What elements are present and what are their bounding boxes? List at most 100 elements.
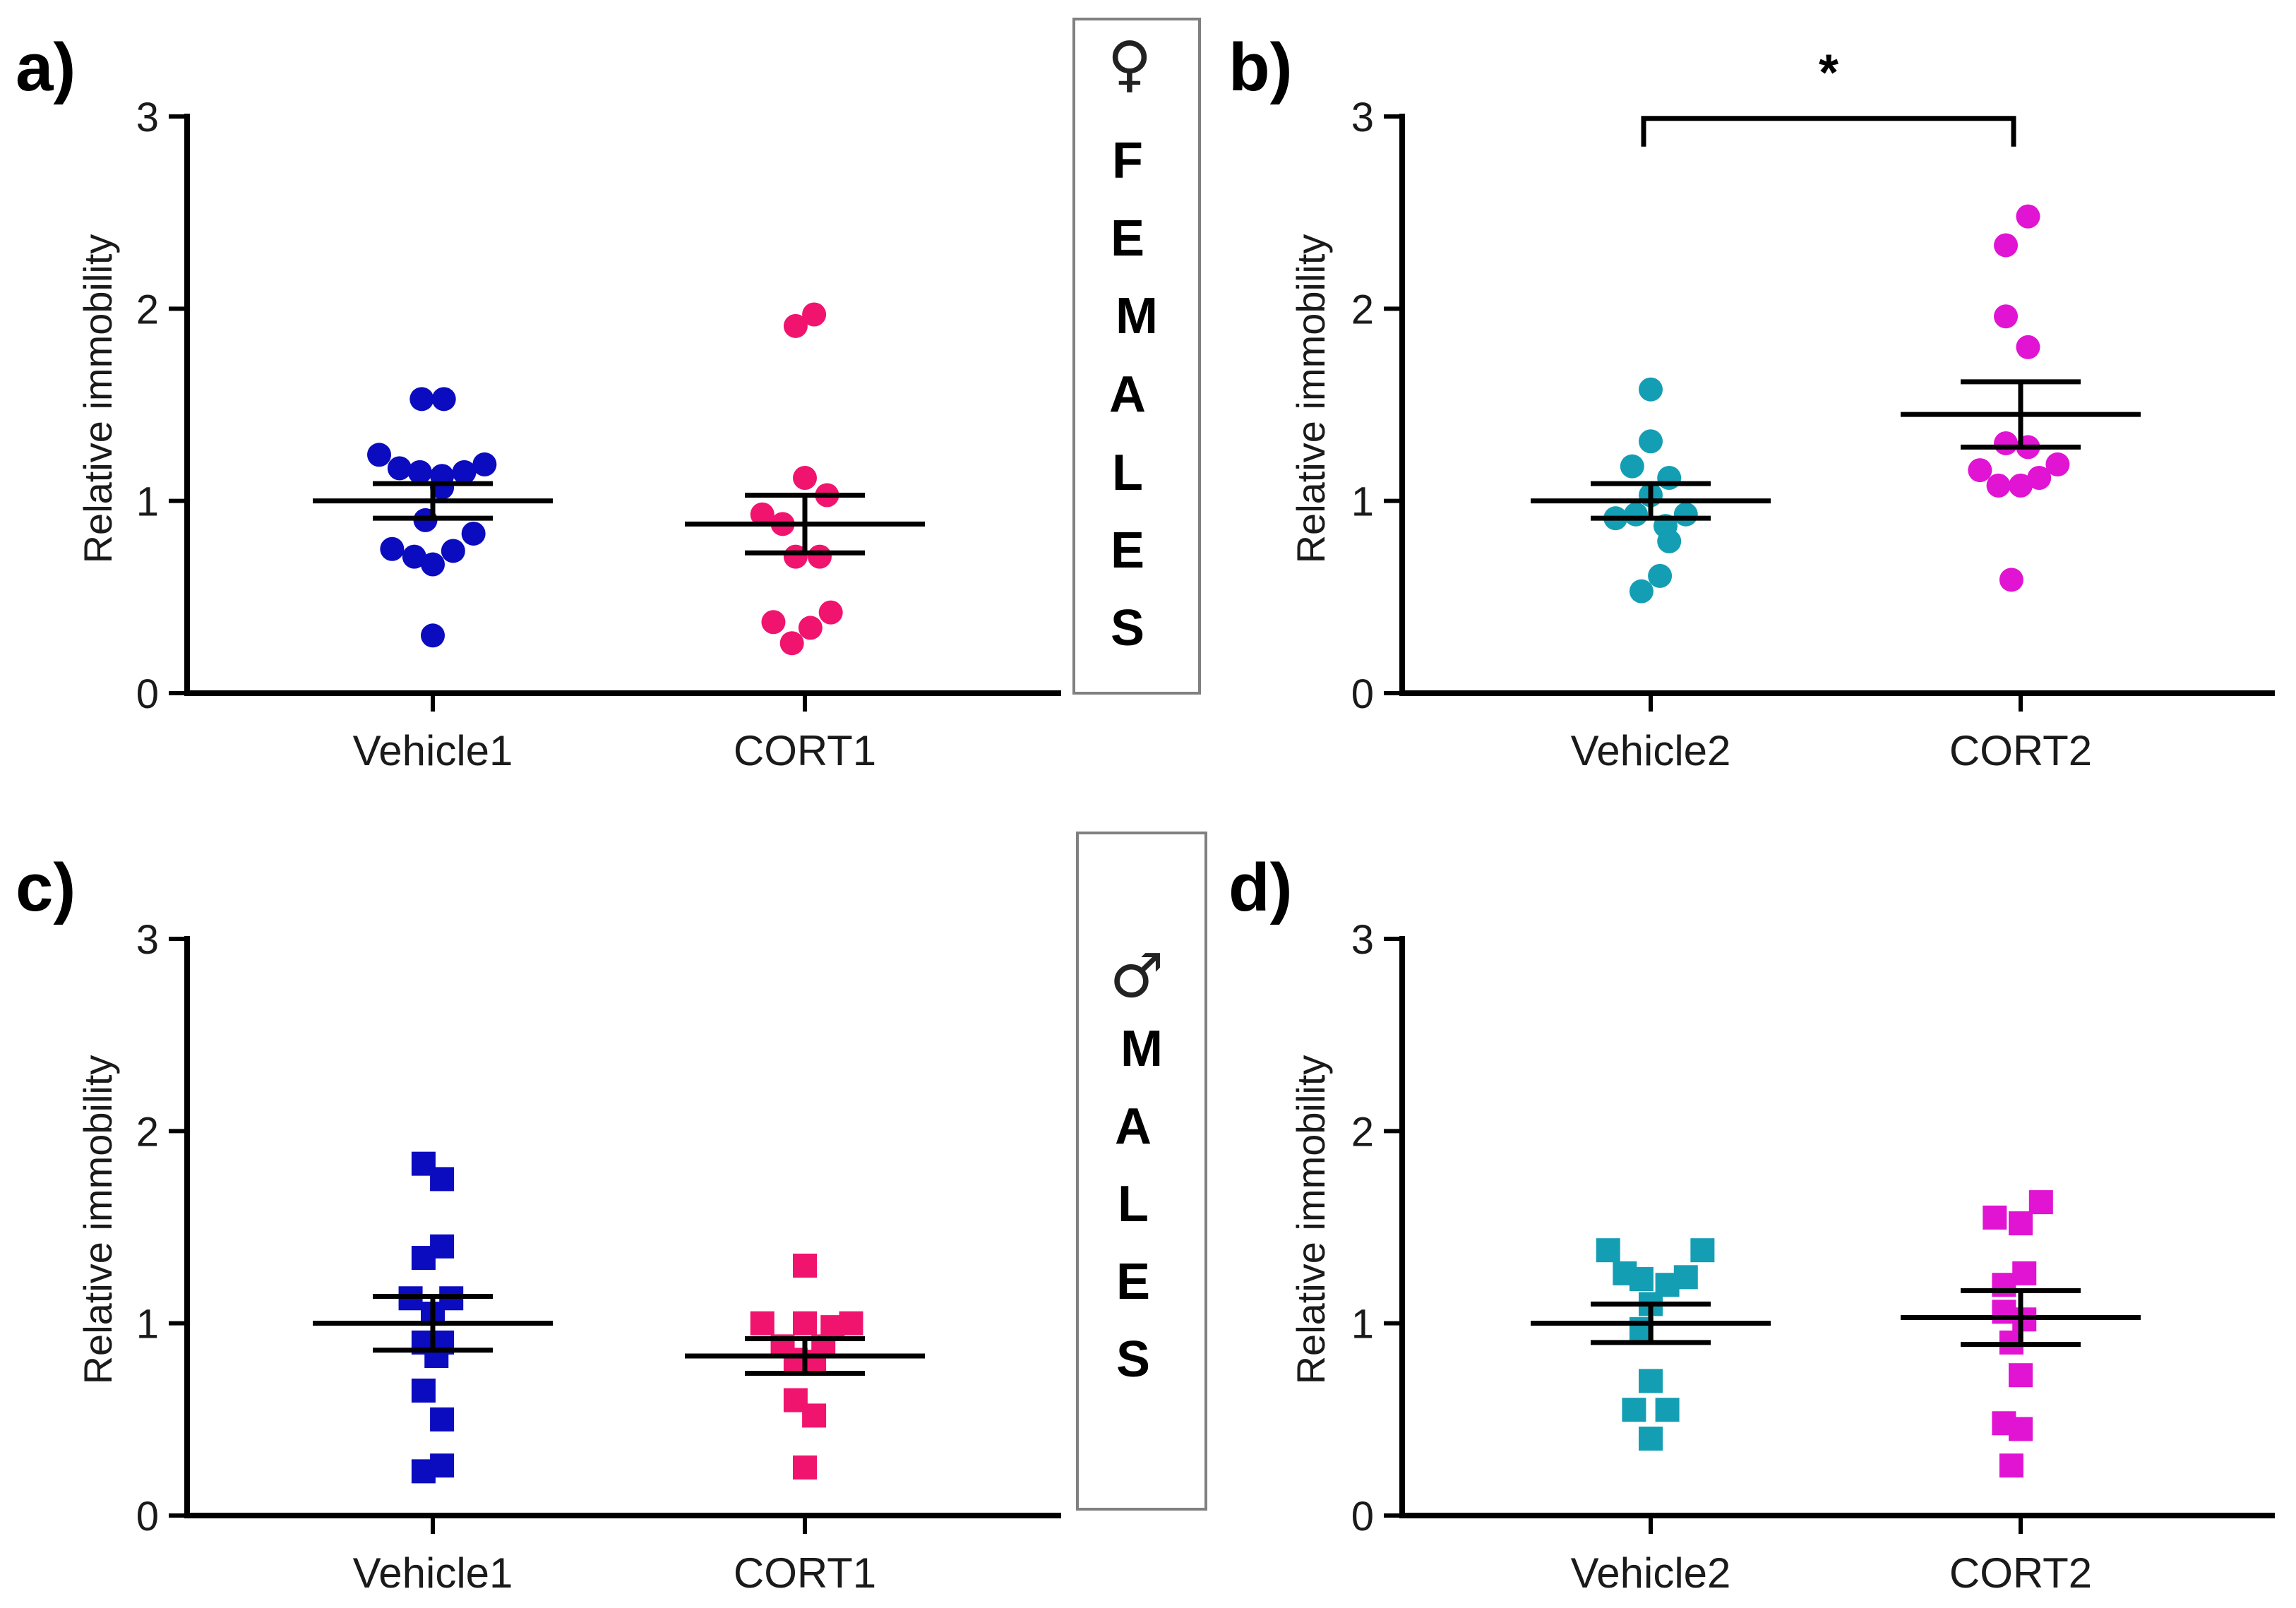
females-letter: A: [1109, 366, 1146, 423]
males-letter: L: [1118, 1176, 1149, 1232]
data-point-circle: [1657, 529, 1682, 553]
females-letter: S: [1111, 600, 1144, 656]
data-point-square: [1655, 1398, 1680, 1422]
significance-star: *: [1819, 45, 1838, 102]
data-point-square: [750, 1311, 775, 1336]
plot-panel-b: 0 1 2 3 Vehicle2 CORT2: [1351, 95, 2275, 774]
data-point-circle: [783, 313, 808, 338]
x-category-label-c: Vehicle1: [353, 1549, 513, 1597]
x-category-label-b: Vehicle2: [1571, 727, 1731, 774]
y-tick-label-a: 2: [136, 287, 159, 332]
data-point-square: [1999, 1453, 2023, 1478]
data-point-circle: [421, 552, 445, 577]
x-category-label-b: CORT2: [1949, 727, 2092, 774]
females-box: ♀ F E M A L E S: [1072, 18, 1201, 695]
y-tick-label-a: 3: [136, 95, 159, 140]
x-category-label-a: Vehicle1: [353, 727, 513, 774]
females-letter: L: [1112, 445, 1143, 501]
data-point-circle: [1986, 473, 2011, 498]
data-point-circle: [380, 536, 405, 561]
y-axis-title-c: Relative immobility: [76, 1055, 120, 1385]
females-box-frame: [1072, 18, 1201, 695]
data-point-square: [2009, 1211, 2033, 1236]
data-point-square: [2009, 1363, 2033, 1388]
data-point-circle: [387, 456, 412, 481]
data-point-square: [2009, 1417, 2033, 1441]
data-point-circle: [461, 521, 486, 546]
plot-panel-a: 0 1 2 3 Vehicle1 CORT1: [136, 95, 1061, 774]
females-letter: E: [1111, 210, 1144, 267]
data-point-square: [424, 1343, 449, 1368]
males-letter: E: [1116, 1254, 1150, 1310]
males-box: ♂ M A L E S: [1076, 832, 1207, 1511]
y-axis-title-a: Relative immobility: [76, 234, 120, 564]
panel-label-d: d): [1228, 850, 1293, 925]
data-point-circle: [1639, 377, 1663, 402]
y-tick-label-c: 3: [136, 917, 159, 963]
data-point-circle: [802, 302, 827, 327]
y-tick-label-b: 1: [1351, 479, 1374, 525]
y-tick-label-b: 2: [1351, 287, 1374, 332]
data-point-circle: [1968, 458, 1992, 483]
data-point-square: [411, 1378, 436, 1403]
male-symbol-icon: ♂: [1109, 941, 1164, 1012]
y-tick-label-c: 2: [136, 1109, 159, 1155]
data-point-square: [1983, 1205, 2007, 1230]
females-letter: M: [1116, 288, 1158, 344]
data-point-square: [411, 1459, 436, 1484]
data-point-circle: [441, 539, 465, 563]
y-axis-title-b: Relative immobility: [1288, 234, 1333, 564]
males-box-frame: [1076, 832, 1207, 1511]
data-point-circle: [1994, 233, 2019, 258]
panel-label-b: b): [1228, 30, 1293, 105]
data-point-circle: [2027, 465, 2052, 490]
y-tick-label-d: 0: [1351, 1494, 1374, 1540]
data-point-circle: [761, 610, 786, 635]
y-tick-label-a: 0: [136, 671, 159, 717]
data-point-circle: [2016, 204, 2040, 229]
data-point-square: [1629, 1267, 1654, 1292]
data-point-circle: [1648, 563, 1673, 588]
y-tick-label-c: 1: [136, 1302, 159, 1348]
data-point-square: [1690, 1238, 1715, 1263]
x-category-label-a: CORT1: [734, 727, 876, 774]
data-point-square: [1639, 1427, 1663, 1451]
data-point-circle: [367, 443, 392, 467]
data-point-circle: [1657, 465, 1682, 490]
plot-panel-d: 0 1 2 3 Vehicle2 CORT2: [1351, 917, 2275, 1597]
data-point-circle: [1994, 304, 2019, 329]
data-point-square: [1596, 1238, 1620, 1263]
males-letter: S: [1116, 1331, 1150, 1388]
y-tick-label-b: 3: [1351, 95, 1374, 140]
y-tick-label-d: 1: [1351, 1302, 1374, 1348]
data-point-circle: [818, 600, 843, 625]
data-point-circle: [798, 616, 823, 640]
data-point-square: [793, 1253, 817, 1278]
y-tick-label-a: 1: [136, 479, 159, 525]
data-point-circle: [1673, 502, 1698, 527]
panel-label-a: a): [16, 30, 76, 105]
data-point-square: [2012, 1261, 2037, 1285]
data-point-square: [1673, 1265, 1698, 1290]
data-point-circle: [2009, 473, 2033, 498]
data-point-square: [839, 1311, 863, 1336]
data-point-circle: [407, 460, 432, 484]
x-category-label-d: Vehicle2: [1571, 1549, 1731, 1597]
data-point-circle: [2045, 452, 2070, 476]
data-point-circle: [1629, 579, 1654, 604]
males-letter: A: [1115, 1098, 1152, 1155]
data-point-circle: [431, 387, 456, 412]
data-point-circle: [421, 623, 445, 648]
data-point-square: [793, 1455, 817, 1480]
data-point-square: [411, 1246, 436, 1271]
data-point-square: [1622, 1398, 1646, 1422]
data-point-square: [430, 1167, 455, 1192]
data-point-circle: [1639, 429, 1663, 454]
data-point-circle: [409, 387, 434, 412]
x-category-label-d: CORT2: [1949, 1549, 2092, 1597]
data-point-circle: [807, 544, 832, 569]
y-axis-title-d: Relative immobility: [1288, 1055, 1333, 1385]
data-point-circle: [1999, 568, 2023, 592]
data-point-circle: [472, 452, 497, 476]
